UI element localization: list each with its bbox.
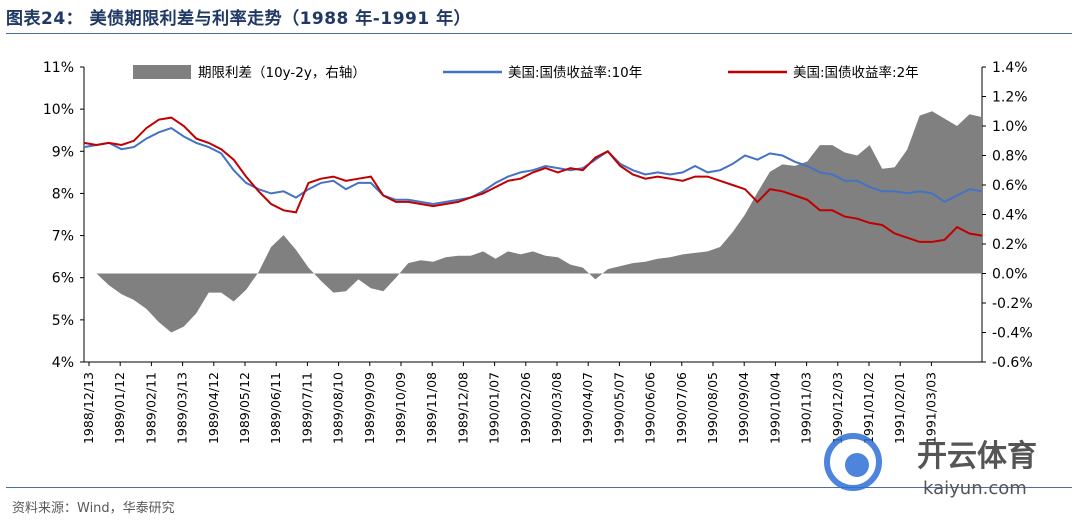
y2-tick-label: 0.0% <box>992 267 1028 283</box>
watermark-domain-text: kaiyun.com <box>923 478 1027 499</box>
x-tick-label: 1989/05/12 <box>237 372 252 444</box>
y-tick-label: 11% <box>43 60 74 76</box>
x-tick-label: 1989/11/08 <box>424 372 439 444</box>
x-tick-label: 1990/07/06 <box>674 372 689 444</box>
y2-tick-label: 0.2% <box>992 237 1028 253</box>
x-tick-label: 1989/06/11 <box>268 372 283 444</box>
watermark-ring-icon <box>824 433 882 491</box>
x-tick-label: 1990/09/04 <box>736 372 751 444</box>
ten-year-yield-line <box>83 126 983 206</box>
x-tick-label: 1990/04/07 <box>580 372 595 444</box>
y-tick-label: 8% <box>52 186 74 202</box>
y2-tick-label: 1.0% <box>992 119 1028 135</box>
x-tick-label: 1989/08/10 <box>331 372 346 444</box>
y-tick-label: 10% <box>43 102 74 118</box>
x-tick-label: 1990/01/07 <box>487 372 502 444</box>
x-tick-label: 1990/03/08 <box>549 372 564 444</box>
y2-tick-label: 0.4% <box>992 208 1028 224</box>
x-tick-label: 1991/03/03 <box>923 372 938 444</box>
y-tick-label: 9% <box>52 144 74 160</box>
watermark-brand-text: 开云体育 <box>917 439 1037 474</box>
x-tick-label: 1990/02/06 <box>518 372 533 444</box>
x-tick-label: 1989/04/12 <box>206 372 221 444</box>
y2-tick-label: 0.6% <box>992 178 1028 194</box>
y2-tick-label: -0.2% <box>992 296 1033 312</box>
y-tick-label: 4% <box>52 355 74 371</box>
y2-tick-label: 0.8% <box>992 149 1028 165</box>
x-tick-label: 1989/02/11 <box>143 372 158 444</box>
x-tick-label: 1988/12/13 <box>81 372 96 444</box>
y2-tick-label: 1.4% <box>992 60 1028 76</box>
y-tick-label: 7% <box>52 229 74 245</box>
x-tick-label: 1989/12/08 <box>455 372 470 444</box>
chart-title: 图表24： 美债期限利差与利率走势（1988 年-1991 年） <box>6 9 472 29</box>
x-tick-label: 1990/06/06 <box>643 372 658 444</box>
chart-svg: 4% 5% 6% 7% 8% 9% 10% 11% -0.6% -0.4% -0.2% 0.0% 0.2… <box>43 60 1033 444</box>
y2-tick-label: -0.4% <box>992 326 1033 342</box>
x-tick-label: 1989/01/12 <box>112 372 127 444</box>
x-tick-label: 1990/10/04 <box>767 372 782 444</box>
x-tick-label: 1989/09/09 <box>362 372 377 444</box>
legend-label-ten-year: 美国:国债收益率:10年 <box>508 64 642 81</box>
x-tick-label: 1990/05/07 <box>611 372 626 444</box>
x-tick-label: 1990/12/03 <box>830 372 845 444</box>
two-year-yield-line <box>83 116 983 243</box>
title-divider <box>6 33 1072 34</box>
x-tick-label: 1989/10/09 <box>393 372 408 444</box>
x-tick-label: 1990/08/05 <box>705 372 720 444</box>
x-tick-label: 1991/02/01 <box>892 372 907 444</box>
x-tick-label: 1989/07/11 <box>299 372 314 444</box>
y-tick-label: 6% <box>52 271 74 287</box>
x-tick-label: 1989/03/13 <box>175 372 190 444</box>
source-divider <box>6 487 1072 488</box>
legend-label-two-year: 美国:国债收益率:2年 <box>793 64 919 81</box>
x-tick-label: 1990/11/03 <box>799 372 814 444</box>
spread-area <box>84 111 982 333</box>
brand-watermark: 开云体育 kaiyun.com <box>824 433 1037 499</box>
y2-tick-label: -0.6% <box>992 355 1033 371</box>
y-tick-label: 5% <box>52 313 74 329</box>
y2-tick-label: 1.2% <box>992 90 1028 106</box>
x-tick-label: 1991/01/02 <box>861 372 876 444</box>
legend-swatch-spread <box>133 65 191 79</box>
source-note: 资料来源：Wind，华泰研究 <box>12 501 175 516</box>
legend-label-spread: 期限利差（10y-2y，右轴） <box>198 65 366 81</box>
soccer-ball-icon <box>845 453 869 477</box>
